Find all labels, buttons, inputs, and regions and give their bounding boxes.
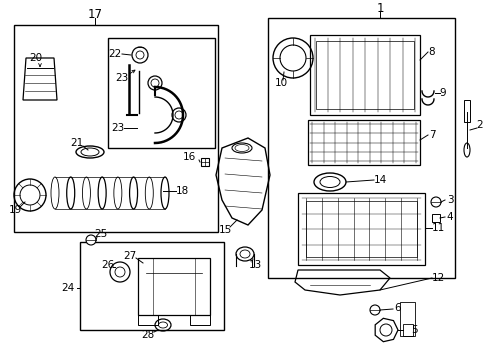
Bar <box>315 41 413 109</box>
Bar <box>309 35 419 115</box>
Text: 5: 5 <box>411 325 417 335</box>
Text: 21: 21 <box>70 138 83 148</box>
Text: 11: 11 <box>430 223 444 233</box>
Text: 20: 20 <box>29 53 42 63</box>
Bar <box>138 258 209 315</box>
Text: 2: 2 <box>476 120 482 130</box>
Circle shape <box>369 305 379 315</box>
Text: 18: 18 <box>175 186 188 196</box>
Text: 14: 14 <box>373 175 386 185</box>
Text: 23: 23 <box>115 73 128 83</box>
Text: 6: 6 <box>394 303 401 313</box>
Text: 10: 10 <box>274 78 287 88</box>
Text: 26: 26 <box>101 260 114 270</box>
Text: 28: 28 <box>141 330 154 340</box>
Circle shape <box>86 235 96 245</box>
Text: 3: 3 <box>446 195 452 205</box>
Bar <box>14 25 218 232</box>
Bar <box>267 18 454 278</box>
Text: 17: 17 <box>87 8 102 21</box>
Text: 27: 27 <box>123 251 136 261</box>
Bar <box>138 315 158 325</box>
Bar <box>305 201 416 257</box>
Text: 15: 15 <box>218 225 231 235</box>
Bar <box>297 193 424 265</box>
Text: 1: 1 <box>375 1 383 14</box>
Bar <box>399 302 414 336</box>
Text: 7: 7 <box>428 130 434 140</box>
Text: 25: 25 <box>94 229 107 239</box>
Text: 9: 9 <box>439 88 446 98</box>
Bar <box>108 38 215 148</box>
Text: 13: 13 <box>248 260 261 270</box>
Bar <box>201 158 208 166</box>
Bar <box>431 214 439 222</box>
Text: 22: 22 <box>108 49 122 59</box>
Bar <box>307 120 419 165</box>
Text: 19: 19 <box>8 205 21 215</box>
Text: 12: 12 <box>430 273 444 283</box>
Text: 23: 23 <box>111 123 124 133</box>
Bar <box>463 100 469 122</box>
Text: 16: 16 <box>182 152 195 162</box>
Bar <box>190 315 209 325</box>
Bar <box>80 242 224 330</box>
Text: 8: 8 <box>428 47 434 57</box>
Text: 4: 4 <box>446 212 452 222</box>
Bar <box>402 324 412 336</box>
Circle shape <box>430 197 440 207</box>
Text: 24: 24 <box>61 283 75 293</box>
